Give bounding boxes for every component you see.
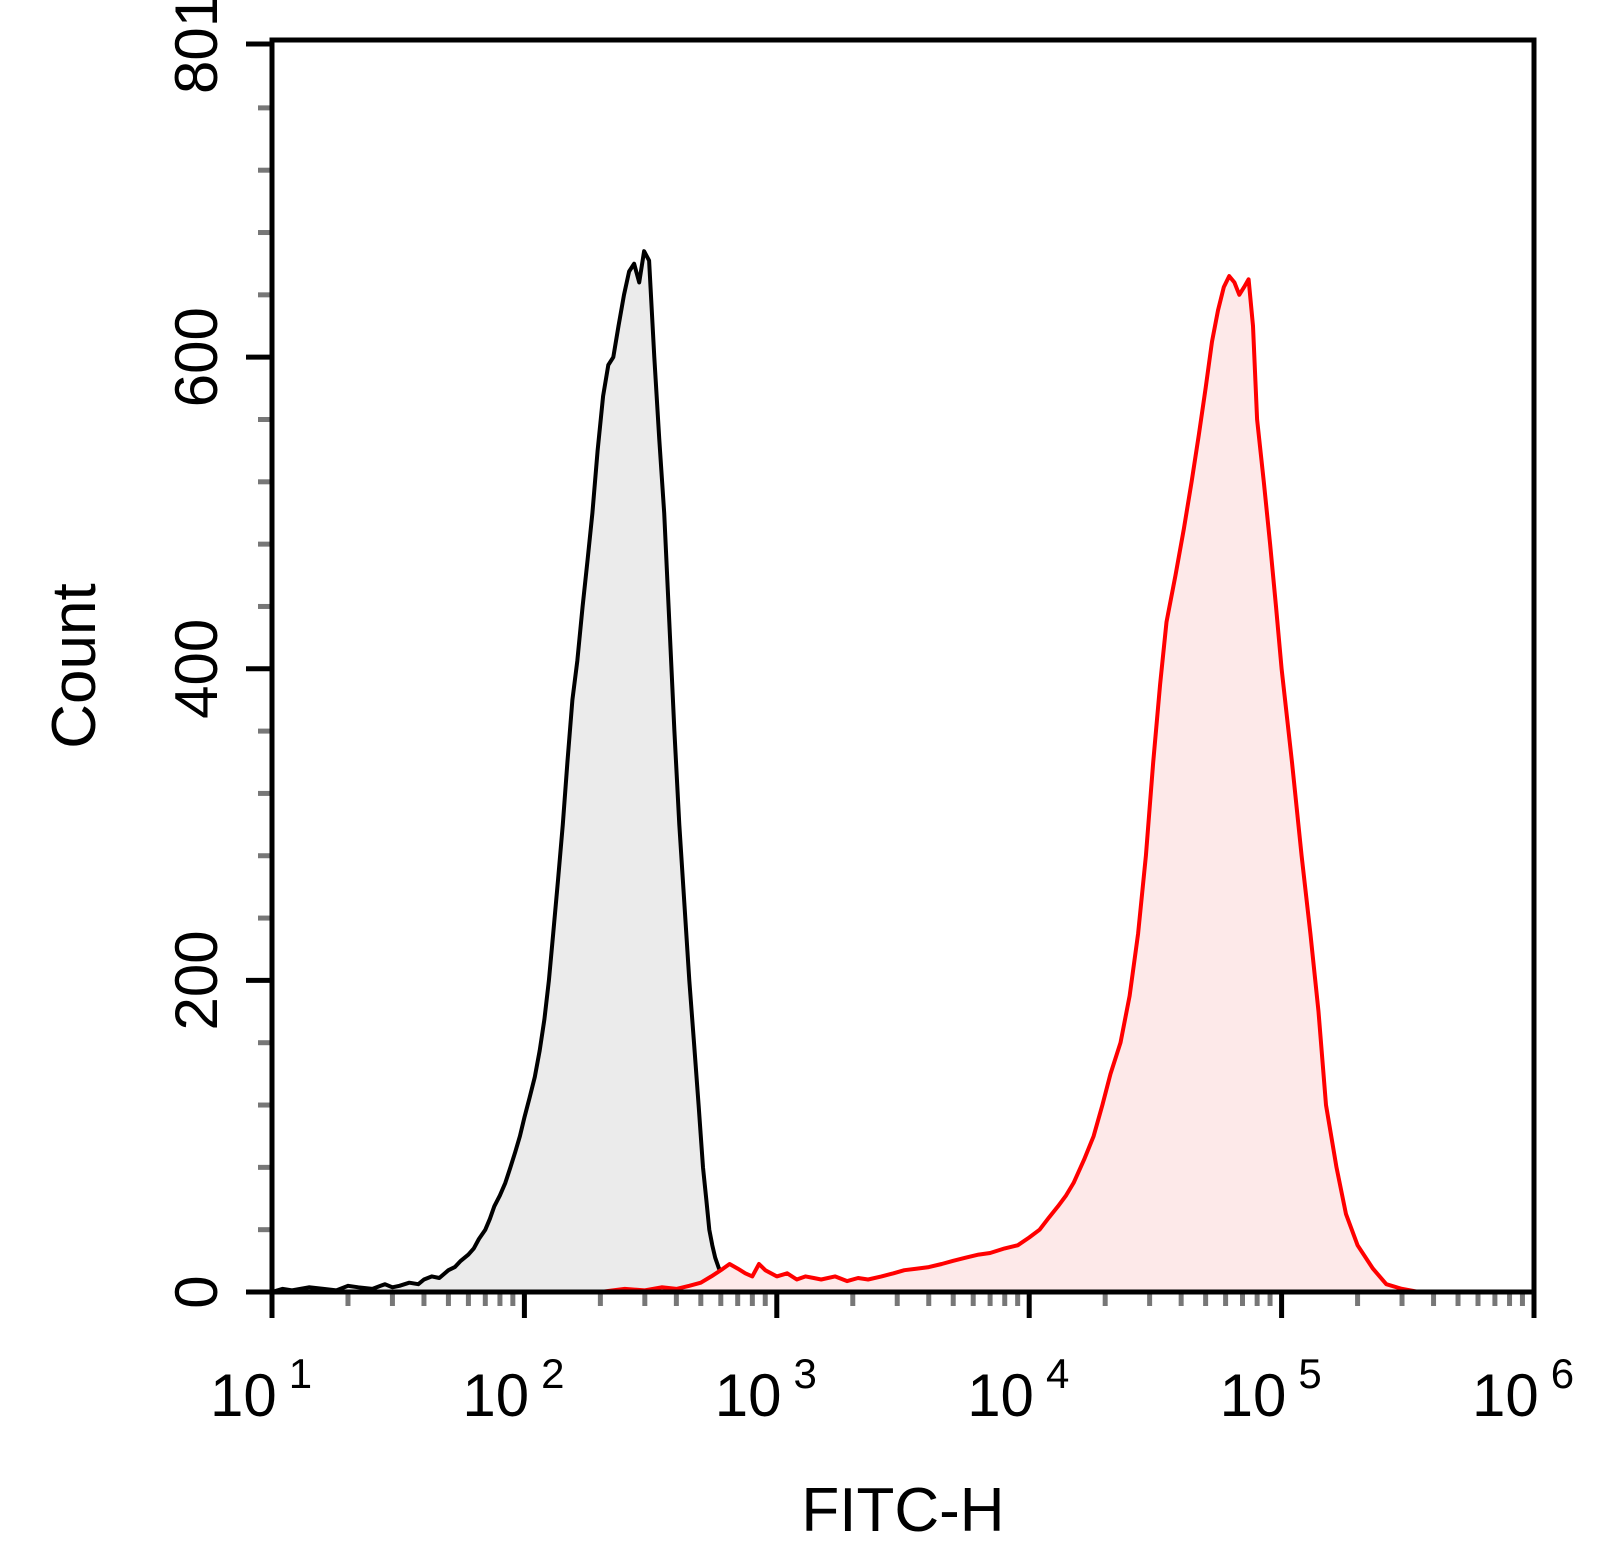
y-tick-label: 600 bbox=[163, 307, 230, 407]
x-tick-label: 10 5 bbox=[1220, 1350, 1322, 1429]
y-tick-label: 801 bbox=[163, 0, 230, 94]
y-axis-title: Count bbox=[40, 583, 109, 748]
y-major-ticks bbox=[246, 41, 272, 1295]
x-minor-ticks bbox=[345, 1292, 1525, 1306]
x-tick-label: 10 6 bbox=[1472, 1350, 1574, 1429]
plot-series bbox=[271, 249, 1534, 1294]
y-tick-labels: 0 200 400 600 801 bbox=[163, 0, 230, 1309]
x-major-ticks bbox=[269, 1292, 1537, 1318]
plot-frame bbox=[269, 37, 1537, 1295]
y-tick-label: 400 bbox=[163, 619, 230, 719]
series-1-fill bbox=[272, 251, 1150, 1293]
x-tick-labels: 10 1 10 2 10 3 10 4 10 5 10 6 bbox=[210, 1350, 1574, 1429]
y-tick-label: 200 bbox=[163, 930, 230, 1030]
x-tick-label: 10 4 bbox=[967, 1350, 1069, 1429]
series-2-fill bbox=[568, 276, 1534, 1293]
x-tick-label: 10 3 bbox=[715, 1350, 817, 1429]
y-tick-label: 0 bbox=[163, 1275, 230, 1308]
series-2-line bbox=[568, 274, 1534, 1294]
x-tick-label: 10 2 bbox=[462, 1350, 564, 1429]
x-axis-title: FITC-H bbox=[801, 1476, 1004, 1545]
series-1-line bbox=[271, 249, 1150, 1294]
x-tick-label: 10 1 bbox=[210, 1350, 312, 1429]
